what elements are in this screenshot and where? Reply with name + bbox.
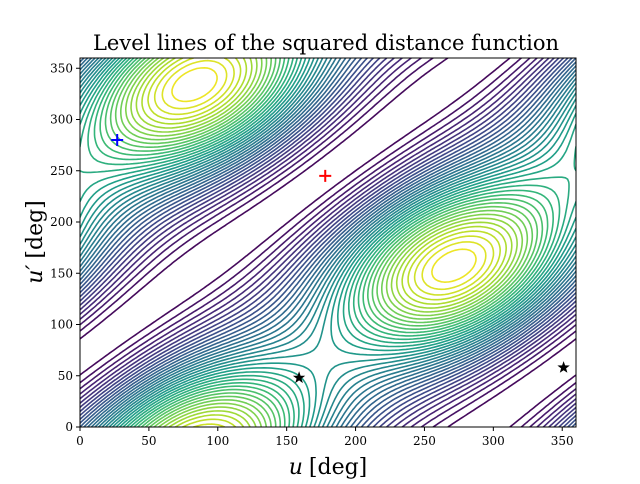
contour-level-10: [80, 58, 576, 427]
x-tick-label: 50: [141, 434, 156, 448]
contour-level-26: [87, 58, 561, 427]
y-axis-unit: [deg]: [23, 200, 48, 258]
y-tick-label: 250: [50, 164, 73, 178]
y-axis-label: u′ [deg]: [23, 200, 48, 284]
contour-level-20: [80, 58, 576, 427]
contour-level-37: [147, 58, 501, 427]
contour-level-14: [80, 58, 576, 427]
contour-level-24: [80, 58, 576, 427]
y-tick-label: 200: [50, 215, 73, 229]
y-axis-variable: u′: [23, 265, 48, 284]
contour-level-11: [80, 58, 576, 427]
contour-level-4: [80, 58, 576, 427]
x-axis-label: u [deg]: [289, 455, 368, 480]
contour-level-16: [80, 58, 576, 427]
contour-level-22: [80, 58, 576, 427]
x-axis-ticks: 0 50 100 150 200 250 300 350: [76, 427, 574, 448]
contour-level-27: [93, 58, 554, 427]
star-marker: [292, 371, 306, 384]
contour-level-23: [80, 58, 576, 427]
contour-level-30: [109, 58, 539, 427]
chart-title: Level lines of the squared distance func…: [93, 31, 559, 55]
plus-marker: [319, 169, 332, 182]
contour-level-13: [80, 58, 576, 427]
contour-level-15: [80, 58, 576, 427]
y-tick-label: 300: [50, 113, 73, 127]
x-tick-label: 200: [344, 434, 367, 448]
contour-level-39: [161, 59, 487, 291]
x-axis-variable: u: [289, 455, 303, 480]
contour-level-28: [99, 58, 549, 427]
y-tick-label: 100: [50, 318, 73, 332]
y-tick-label: 0: [65, 420, 73, 434]
contour-level-21: [80, 58, 576, 427]
x-tick-label: 250: [413, 434, 436, 448]
contour-level-35: [135, 58, 513, 427]
x-axis-unit: [deg]: [309, 455, 367, 480]
contour-level-12: [80, 58, 576, 427]
contour-level-7: [80, 58, 576, 427]
plot-frame: [79, 57, 577, 428]
contour-level-38: [153, 58, 495, 427]
contour-level-40: [171, 67, 477, 283]
contour-level-17: [80, 58, 576, 427]
y-axis-ticks: 0 50 100 150 200 250 300 350: [50, 61, 80, 434]
contour-level-25: [80, 58, 576, 427]
contour-level-19: [80, 58, 576, 427]
x-tick-label: 100: [206, 434, 229, 448]
contour-level-29: [104, 58, 544, 427]
star-marker: [557, 361, 570, 373]
contour-lines: [80, 58, 576, 427]
plus-marker: [111, 134, 124, 146]
x-tick-label: 300: [482, 434, 505, 448]
y-tick-label: 350: [50, 61, 73, 75]
contour-level-3: [80, 58, 576, 427]
x-tick-label: 350: [551, 434, 574, 448]
x-tick-label: 150: [275, 434, 298, 448]
contour-level-18: [80, 58, 576, 427]
y-tick-label: 150: [50, 266, 73, 280]
y-tick-label: 50: [58, 369, 73, 383]
markers: [111, 134, 570, 384]
contour-level-8: [80, 58, 576, 427]
x-tick-label: 0: [76, 434, 84, 448]
contour-level-33: [125, 58, 524, 427]
